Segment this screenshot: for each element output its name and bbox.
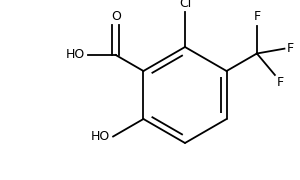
Text: Cl: Cl <box>179 0 191 10</box>
Text: F: F <box>253 10 260 24</box>
Text: F: F <box>286 42 294 55</box>
Text: F: F <box>277 76 284 89</box>
Text: O: O <box>111 10 121 23</box>
Text: HO: HO <box>65 48 85 62</box>
Text: HO: HO <box>91 130 110 143</box>
